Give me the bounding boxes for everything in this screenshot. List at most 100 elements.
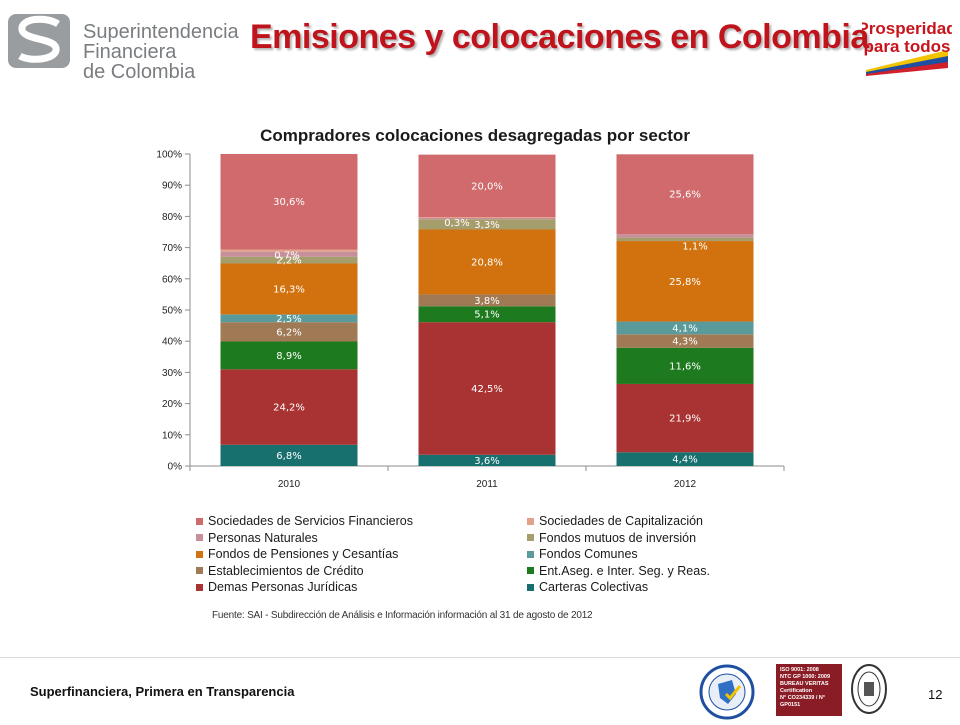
legend-label: Fondos Comunes [539,547,638,562]
legend-swatch [196,534,203,542]
bar-segment [616,234,754,238]
y-tick-label: 30% [162,368,182,379]
data-label: 42,5% [471,384,503,395]
logo-line: de Colombia [83,61,196,83]
chart-title: Compradores colocaciones desagregadas po… [260,126,690,145]
data-label: 25,6% [669,190,701,201]
source-note: Fuente: SAI - Subdirección de Análisis e… [212,610,593,621]
cert-line: NTC GP 1000: 2009 [780,674,831,680]
y-tick-label: 50% [162,306,182,317]
bar-segment [220,322,358,342]
data-label: 11,6% [669,361,701,372]
legend-item: Sociedades de Capitalización [527,513,756,530]
superfinanciera-logo: Superintendencia Financiera de Colombia [8,10,239,82]
x-tick-label: 2011 [476,479,498,490]
bar-segment [418,306,556,323]
bar-segment [616,334,754,348]
data-label: 2,5% [276,314,301,325]
y-tick-label: 90% [162,181,182,192]
bar-segment [616,241,754,322]
logo-text: Superintendencia Financiera de Colombia [83,22,239,82]
legend-swatch [527,583,534,591]
bar-segment [418,217,556,220]
legend-label: Carteras Colectivas [539,580,649,595]
x-tick-label: 2010 [278,479,301,490]
data-label: 24,2% [273,403,305,414]
legend-swatch [196,550,203,558]
legend-swatch [196,567,203,575]
y-tick-label: 100% [156,150,182,161]
bar-segment [418,322,556,455]
bar-segment [616,347,754,384]
cert-line: ISO 9001: 2008 [780,667,819,673]
data-label: 3,8% [474,296,499,307]
legend-swatch [527,550,534,558]
footer-slogan: Superfinanciera, Primera en Transparenci… [30,684,295,699]
logo-right-line: Prosperidad [862,19,952,38]
data-label: 2,2% [276,256,301,267]
bar-segment [616,321,754,335]
legend-item: Establecimientos de Crédito [196,563,527,580]
data-label: 16,3% [273,284,305,295]
bar-segment [220,251,358,257]
bar-segment [220,263,358,315]
chart-legend: Sociedades de Servicios Financieros Socie… [196,513,756,596]
bar-segment [220,256,358,264]
bar-segment [418,294,556,307]
legend-item: Personas Naturales [196,530,527,547]
legend-item: Carteras Colectivas [527,579,756,596]
bar-segment [418,217,556,218]
data-label: 6,2% [276,327,301,338]
data-label: 0,7% [274,250,299,261]
bureau-veritas-seal-icon [850,662,888,716]
bar-segment [220,444,358,466]
legend-item: Fondos de Pensiones y Cesantías [196,546,527,563]
data-label: 25,8% [669,277,701,288]
data-label: 8,9% [276,351,301,362]
legend-swatch [527,517,534,525]
legend-item: Sociedades de Servicios Financieros [196,513,527,530]
prosperidad-logo: Prosperidad para todos [857,10,957,76]
icontec-seal-icon [698,664,756,720]
data-label: 6,8% [276,451,301,462]
y-tick-label: 10% [162,430,182,441]
legend-item: Demas Personas Jurídicas [196,579,527,596]
cert-line: BUREAU VERITAS [780,681,829,687]
data-label: 30,6% [273,197,305,208]
legend-item: Fondos Comunes [527,546,756,563]
bar-segment [418,154,556,218]
cert-line: Certification [780,688,813,694]
data-label: 5,1% [474,310,499,321]
legend-swatch [196,517,203,525]
page-number: 12 [928,687,943,702]
bar-segment [220,314,358,323]
bar-segment [220,369,358,445]
y-tick-label: 80% [162,212,182,223]
bureau-veritas-cert: ISO 9001: 2008 NTC GP 1000: 2009 BUREAU … [776,664,842,716]
legend-label: Personas Naturales [208,530,318,545]
bar-segment [616,383,754,453]
legend-label: Establecimientos de Crédito [208,563,364,578]
data-label: 4,4% [672,455,697,466]
bar-segment [220,154,358,250]
data-label: 20,8% [471,257,503,268]
logo-s-icon [8,14,70,68]
bar-segment [220,249,358,252]
bar-segment [616,154,754,235]
data-label: 4,3% [672,337,697,348]
footer-divider [0,657,960,658]
legend-swatch [527,534,534,542]
legend-label: Fondos mutuos de inversión [539,530,697,545]
y-tick-label: 20% [162,399,182,410]
legend-label: Ent.Aseg. e Inter. Seg. y Reas. [539,563,710,578]
legend-swatch [527,567,534,575]
y-tick-label: 0% [168,462,183,473]
legend-label: Demas Personas Jurídicas [208,580,358,595]
slide-title: Emisiones y colocaciones en Colombia [250,18,869,56]
data-label: 21,9% [669,414,701,425]
legend-swatch [196,583,203,591]
legend-item: Ent.Aseg. e Inter. Seg. y Reas. [527,563,756,580]
bar-segment [616,452,754,466]
logo-right-line: para todos [864,37,951,56]
